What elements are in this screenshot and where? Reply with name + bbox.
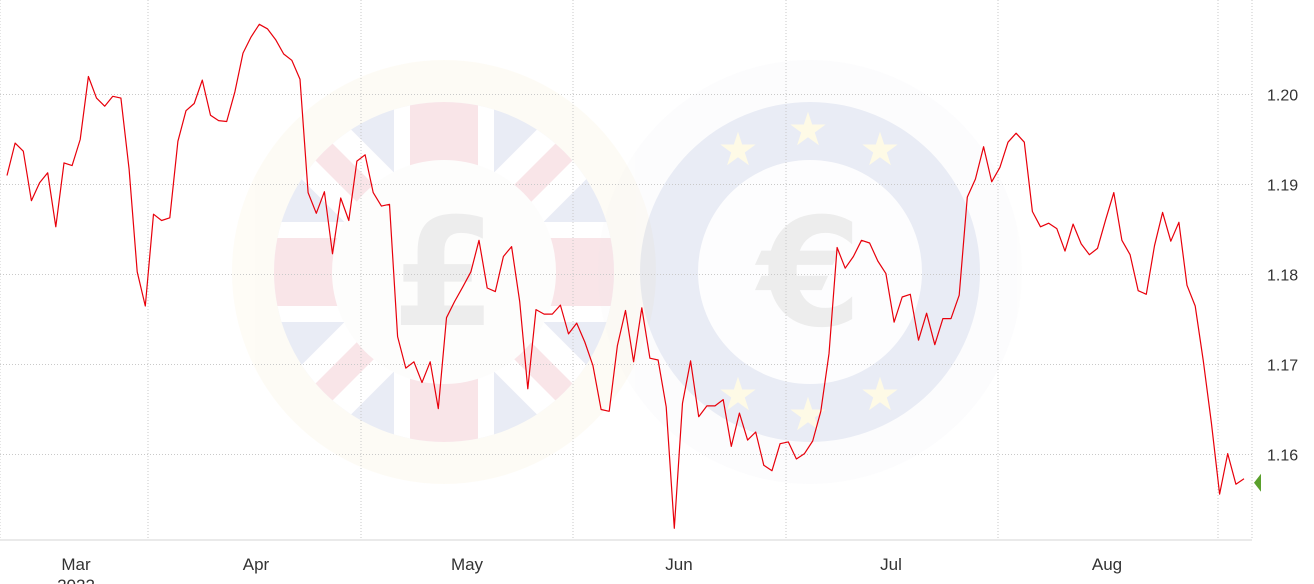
svg-text:★: ★ [787,387,828,441]
last-value-marker [1254,473,1261,492]
x-tick-label: Apr [243,555,270,574]
x-tick-label: Jul [880,555,902,574]
y-tick-label: 1.17 [1267,358,1298,375]
svg-text:★: ★ [717,122,758,176]
x-tick-label: Mar [61,555,91,574]
svg-text:★: ★ [859,367,900,421]
x-tick-label: Aug [1092,555,1122,574]
gbp-coin-watermark: £ [232,60,656,484]
svg-text:★: ★ [859,122,900,176]
x-tick-label: May [451,555,484,574]
y-tick-label: 1.18 [1267,268,1298,285]
x-tick-sublabel: 2022 [57,576,95,584]
svg-text:★: ★ [717,367,758,421]
x-tick-label: Jun [665,555,692,574]
y-tick-label: 1.16 [1267,448,1298,465]
y-tick-label: 1.20 [1267,88,1298,105]
series-line-gbp-eur [6,23,1245,529]
x-axis: Mar 2022 Apr May Jun Jul Aug [57,555,1122,584]
y-tick-label: 1.19 [1267,178,1298,195]
y-axis: 1.20 1.19 1.18 1.17 1.16 [1267,88,1298,465]
grid [0,0,1253,540]
svg-text:★: ★ [787,102,828,156]
eur-coin-watermark: € ★ ★ ★ ★ ★ ★ [598,60,1022,484]
svg-text:€: € [755,187,862,361]
